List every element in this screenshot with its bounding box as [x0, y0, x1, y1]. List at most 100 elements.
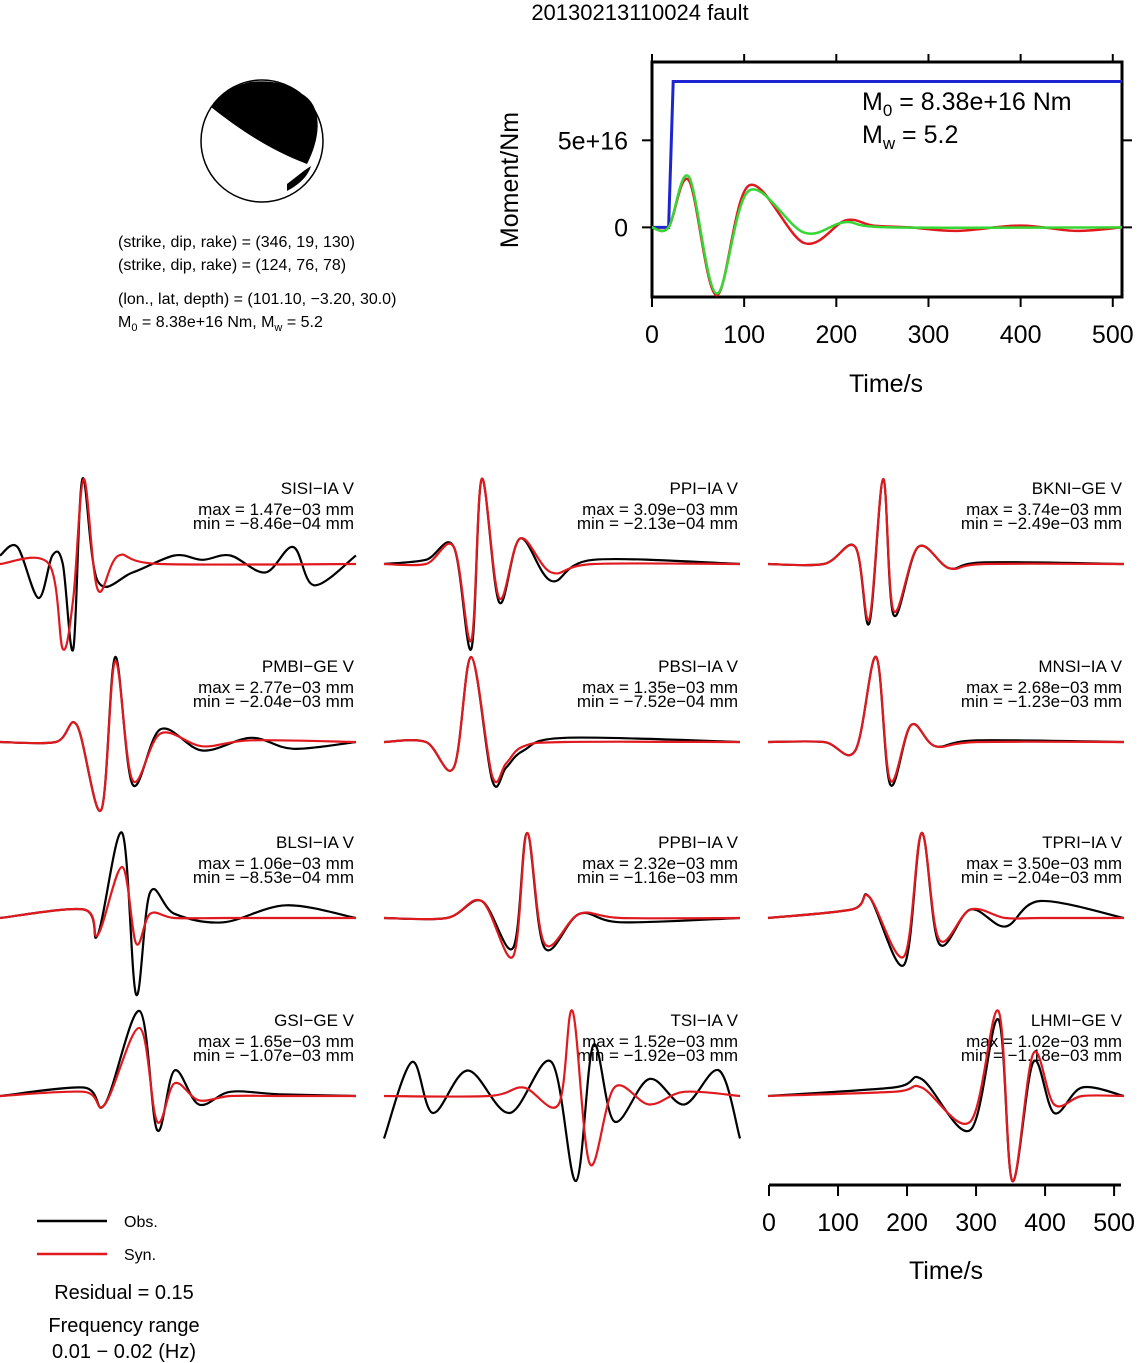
waveform-axis-tick-label: 0: [762, 1209, 776, 1237]
waveform-axis-xlabel: Time/s: [909, 1257, 983, 1285]
legend-obs-label: Obs.: [124, 1214, 158, 1231]
mechanism-plane2: (strike, dip, rake) = (124, 76, 78): [118, 257, 346, 274]
stf-series: [651, 80, 1123, 297]
frequency-label: Frequency range: [48, 1315, 199, 1337]
stf-xlabel: Time/s: [849, 370, 923, 398]
frequency-range: 0.01 − 0.02 (Hz): [52, 1341, 196, 1363]
beachball: [200, 79, 324, 203]
stf-cumulative-moment-line: [652, 80, 1122, 229]
synthetic-trace: [767, 1009, 1125, 1183]
min-amplitude: min = −2.04e−03 mm: [193, 692, 354, 711]
min-amplitude: min = −7.52e−04 mm: [577, 692, 738, 711]
stf-xtick-label: 500: [1092, 321, 1134, 349]
mechanism-info: (strike, dip, rake) = (346, 19, 130) (st…: [118, 234, 396, 334]
stf-rate-line: [651, 174, 1123, 295]
min-amplitude: min = −1.07e−03 mm: [193, 1046, 354, 1065]
max-amplitude: max = 3.09e−03 mm: [582, 500, 738, 519]
mechanism-magnitude: M0 = 8.38e+16 Nm, Mw = 5.2: [118, 314, 323, 334]
max-amplitude: max = 2.68e−03 mm: [966, 678, 1122, 697]
max-amplitude: max = 2.32e−03 mm: [582, 854, 738, 873]
figure-title: 20130213110024 fault: [531, 0, 748, 25]
waveform-axis-tick-label: 500: [1093, 1209, 1135, 1237]
station-label: PPBI−IA V: [658, 833, 739, 852]
observed-trace: [767, 655, 1125, 787]
synthetic-trace: [383, 831, 741, 959]
synthetic-trace: [383, 655, 741, 784]
synthetic-trace: [0, 477, 357, 651]
beachball-compressional-sliver: [287, 166, 311, 191]
legend-syn-label: Syn.: [124, 1247, 156, 1264]
stf-mw-annotation: Mw = 5.2: [862, 121, 958, 153]
min-amplitude: min = −1.16e−03 mm: [577, 868, 738, 887]
min-amplitude: min = −2.49e−03 mm: [961, 514, 1122, 533]
synthetic-trace: [383, 477, 741, 643]
stf-xtick-label: 100: [723, 321, 765, 349]
min-amplitude: min = −8.46e−04 mm: [193, 514, 354, 533]
max-amplitude: max = 3.74e−03 mm: [966, 500, 1122, 519]
stf-y-axis: 0 5e+16: [558, 127, 1132, 242]
max-amplitude: max = 2.77e−03 mm: [198, 678, 354, 697]
max-amplitude: max = 1.02e−03 mm: [966, 1032, 1122, 1051]
stf-xtick-label: 200: [815, 321, 857, 349]
stf-xtick-label: 300: [908, 321, 950, 349]
min-amplitude: min = −2.13e−04 mm: [577, 514, 738, 533]
station-label: BLSI−IA V: [276, 833, 355, 852]
max-amplitude: max = 3.50e−03 mm: [966, 854, 1122, 873]
min-amplitude: min = −1.92e−03 mm: [577, 1046, 738, 1065]
beachball-compressional-quadrant: [211, 81, 318, 164]
min-amplitude: min = −2.04e−03 mm: [961, 868, 1122, 887]
station-label: SISI−IA V: [281, 479, 355, 498]
max-amplitude: max = 1.06e−03 mm: [198, 854, 354, 873]
observed-trace: [767, 831, 1125, 967]
waveform-axis-tick-label: 400: [1024, 1209, 1066, 1237]
max-amplitude: max = 1.35e−03 mm: [582, 678, 738, 697]
synthetic-trace: [0, 660, 357, 812]
stf-m0-annotation: M0 = 8.38e+16 Nm: [862, 88, 1072, 120]
stf-xtick-label: 400: [1000, 321, 1042, 349]
min-amplitude: min = −8.53e−04 mm: [193, 868, 354, 887]
stf-x-axis: 0 100 200 300 400 500: [645, 54, 1134, 349]
station-label: PPI−IA V: [669, 479, 738, 498]
stf-rate-line: [651, 177, 1123, 297]
waveform-axis-tick-label: 300: [955, 1209, 997, 1237]
stf-panel: 0 5e+16 0 100 200 300 400 500 Moment/Nm Time/s…: [496, 54, 1134, 398]
mechanism-plane1: (strike, dip, rake) = (346, 19, 130): [118, 234, 355, 251]
waveform-axis-tick-label: 100: [817, 1209, 859, 1237]
synthetic-trace: [0, 865, 356, 946]
observed-trace: [382, 1043, 742, 1183]
max-amplitude: max = 1.52e−03 mm: [582, 1032, 738, 1051]
station-label: PBSI−IA V: [658, 657, 739, 676]
stf-ytick-label: 5e+16: [558, 127, 628, 155]
min-amplitude: min = −1.23e−03 mm: [961, 692, 1122, 711]
synthetic-trace: [767, 655, 1125, 783]
max-amplitude: max = 1.65e−03 mm: [198, 1032, 354, 1051]
station-label: BKNI−GE V: [1032, 479, 1123, 498]
residual-text: Residual = 0.15: [54, 1282, 194, 1304]
station-label: TPRI−IA V: [1042, 833, 1122, 852]
station-label: LHMI−GE V: [1031, 1011, 1123, 1030]
stf-xtick-label: 0: [645, 321, 659, 349]
stf-ytick-label: 0: [614, 214, 628, 242]
station-label: PMBI−GE V: [262, 657, 355, 676]
waveform-axis-tick-label: 200: [886, 1209, 928, 1237]
station-label: GSI−GE V: [274, 1011, 354, 1030]
stf-frame: [650, 60, 1124, 299]
synthetic-trace: [767, 477, 1125, 622]
observed-trace: [383, 655, 741, 788]
station-label: MNSI−IA V: [1038, 657, 1122, 676]
stf-ylabel: Moment/Nm: [496, 112, 524, 248]
waveform-time-axis: Time/s 0 100 200 300 400 500: [762, 1183, 1135, 1285]
